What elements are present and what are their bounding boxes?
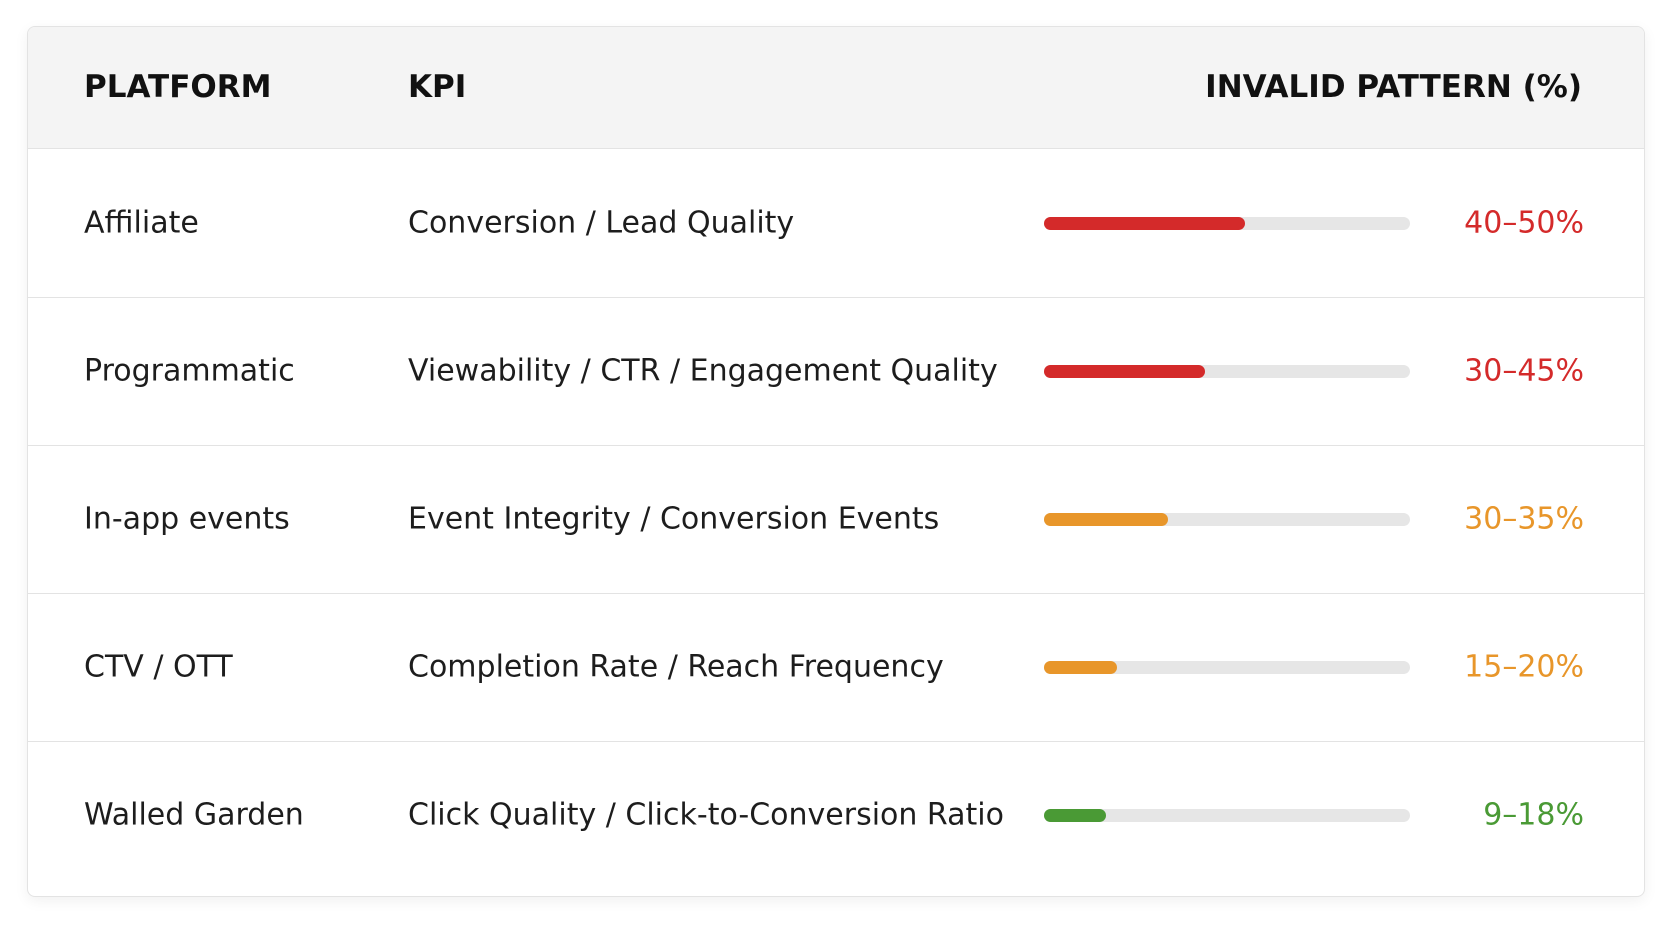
table-row: Programmatic Viewability / CTR / Engageme… [28,297,1644,446]
value-label: 30–35% [1464,501,1584,537]
table-card: PLATFORM KPI INVALID PATTERN (%) Affilia… [27,26,1645,897]
header-cell: KPI [408,69,467,105]
platform-cell: Walled Garden [84,797,304,833]
header-cell: PLATFORM [84,69,272,105]
bar-track [1044,217,1410,230]
bar-track [1044,661,1410,674]
platform-cell: CTV / OTT [84,649,233,685]
kpi-cell: Event Integrity / Conversion Events [408,501,940,537]
platform-cell: Programmatic [84,353,295,389]
header-cell: INVALID PATTERN (%) [1205,69,1582,105]
bar-track [1044,513,1410,526]
platform-cell: Affiliate [84,205,199,241]
value-label: 40–50% [1464,205,1584,241]
bar-fill [1044,809,1107,822]
bar-track [1044,809,1410,822]
value-label: 9–18% [1483,797,1584,833]
bar-fill [1044,365,1206,378]
value-label: 15–20% [1464,649,1584,685]
kpi-cell: Conversion / Lead Quality [408,205,795,241]
kpi-cell: Viewability / CTR / Engagement Quality [408,353,998,389]
table-header: PLATFORM KPI INVALID PATTERN (%) [28,27,1644,149]
bar-fill [1044,513,1169,526]
kpi-cell: Click Quality / Click-to-Conversion Rati… [408,797,1004,833]
table-row: Affiliate Conversion / Lead Quality 40–50% [28,149,1644,298]
kpi-cell: Completion Rate / Reach Frequency [408,649,944,685]
bar-fill [1044,217,1246,230]
bar-track [1044,365,1410,378]
table-row: CTV / OTT Completion Rate / Reach Frequen… [28,593,1644,742]
table-row: In-app events Event Integrity / Conversio… [28,445,1644,594]
value-label: 30–45% [1464,353,1584,389]
bar-fill [1044,661,1118,674]
platform-cell: In-app events [84,501,290,537]
table-row: Walled Garden Click Quality / Click-to-Co… [28,741,1644,889]
